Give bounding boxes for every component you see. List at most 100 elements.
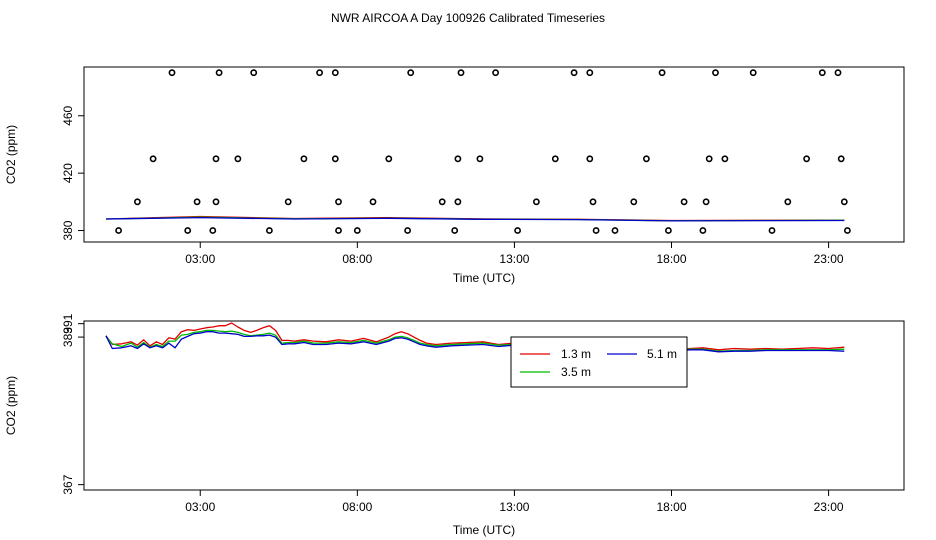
top-outlier-point bbox=[803, 155, 810, 163]
top-outlier-point bbox=[369, 198, 377, 206]
top-outlier-point bbox=[331, 69, 339, 77]
top-outlier-point bbox=[193, 198, 201, 206]
top-outlier-point bbox=[586, 155, 594, 163]
legend-box bbox=[510, 336, 688, 388]
top-y-axis: 380 420 460 bbox=[61, 105, 84, 241]
top-outlier-point bbox=[454, 155, 462, 163]
top-plot-frame bbox=[83, 66, 905, 243]
top-outlier-point bbox=[702, 198, 710, 206]
top-outlier-point bbox=[457, 69, 465, 77]
top-x-tick-label: 03:00 bbox=[185, 252, 215, 266]
top-outlier-point bbox=[492, 69, 499, 77]
bottom-y-axis-label: CO2 (ppm) bbox=[4, 376, 18, 435]
top-x-axis: 03:00 08:00 13:00 18:00 23:00 bbox=[185, 242, 844, 266]
top-outlier-point bbox=[589, 198, 597, 206]
top-outlier-point bbox=[586, 69, 594, 77]
top-outlier-point bbox=[212, 155, 220, 163]
top-outlier-point bbox=[592, 227, 600, 234]
top-outlier-point bbox=[331, 155, 339, 163]
top-outlier-point bbox=[454, 198, 462, 206]
top-outlier-point bbox=[404, 227, 411, 234]
legend-label-3-5m: 3.5 m bbox=[561, 365, 591, 379]
top-outlier-point bbox=[212, 198, 220, 206]
bottom-x-tick-label: 23:00 bbox=[814, 500, 844, 514]
bottom-x-axis-label: Time (UTC) bbox=[453, 523, 515, 537]
top-outlier-point bbox=[705, 155, 713, 163]
top-outlier-point bbox=[385, 155, 393, 163]
top-outlier-point bbox=[658, 69, 666, 77]
top-outlier-point bbox=[570, 69, 578, 77]
bottom-series-lines bbox=[105, 322, 845, 356]
bottom-x-tick-label: 08:00 bbox=[342, 500, 372, 514]
top-outlier-point bbox=[630, 198, 638, 206]
top-outlier-point bbox=[533, 198, 540, 206]
bottom-x-tick-label: 13:00 bbox=[499, 500, 529, 514]
top-outlier-point bbox=[300, 155, 308, 163]
top-outlier-point bbox=[316, 69, 323, 77]
top-outlier-point bbox=[265, 227, 273, 234]
top-outlier-points bbox=[115, 69, 851, 234]
top-outlier-point bbox=[699, 227, 707, 234]
top-outlier-point bbox=[834, 69, 842, 77]
legend-label-1-3m: 1.3 m bbox=[561, 347, 591, 361]
top-outlier-point bbox=[115, 227, 122, 234]
top-outlier-point bbox=[476, 155, 484, 163]
top-y-tick-label: 380 bbox=[61, 220, 75, 240]
top-outlier-point bbox=[149, 155, 157, 163]
top-outlier-point bbox=[643, 155, 650, 163]
bottom-y-tick-label: 367 bbox=[61, 474, 75, 494]
top-outlier-point bbox=[721, 155, 729, 163]
top-outlier-point bbox=[335, 198, 342, 206]
top-x-axis-label: Time (UTC) bbox=[453, 271, 515, 285]
top-outlier-point bbox=[250, 69, 258, 77]
top-series-lines bbox=[105, 215, 845, 222]
bottom-plot-frame bbox=[83, 320, 905, 491]
bottom-y-tick-label: 389 bbox=[61, 327, 75, 347]
bottom-series-1-3-m bbox=[105, 322, 845, 355]
legend: 1.3 m 5.1 m 3.5 m bbox=[510, 336, 688, 388]
top-outlier-point bbox=[680, 198, 688, 206]
top-y-tick-label: 460 bbox=[61, 105, 75, 125]
top-outlier-point bbox=[844, 227, 851, 234]
top-y-axis-label: CO2 (ppm) bbox=[4, 125, 18, 184]
bottom-x-axis: 03:00 08:00 13:00 18:00 23:00 bbox=[185, 490, 844, 514]
top-y-tick-label: 420 bbox=[61, 163, 75, 183]
top-outlier-point bbox=[209, 227, 217, 234]
top-x-tick-label: 13:00 bbox=[499, 252, 529, 266]
top-outlier-point bbox=[768, 227, 776, 234]
chart-title: NWR AIRCOA A Day 100926 Calibrated Times… bbox=[331, 11, 605, 25]
bottom-x-tick-label: 18:00 bbox=[656, 500, 686, 514]
top-outlier-point bbox=[353, 227, 361, 234]
top-outlier-point bbox=[840, 198, 848, 206]
top-outlier-point bbox=[234, 155, 242, 163]
top-outlier-point bbox=[712, 69, 719, 77]
top-outlier-point bbox=[168, 69, 176, 77]
top-outlier-point bbox=[784, 198, 792, 206]
top-x-tick-label: 08:00 bbox=[342, 252, 372, 266]
top-outlier-point bbox=[407, 69, 415, 77]
top-outlier-point bbox=[551, 155, 559, 163]
top-outlier-point bbox=[438, 198, 446, 206]
top-outlier-point bbox=[514, 227, 521, 234]
legend-label-5-1m: 5.1 m bbox=[647, 347, 677, 361]
top-x-tick-label: 18:00 bbox=[656, 252, 686, 266]
top-outlier-point bbox=[665, 227, 672, 234]
top-outlier-point bbox=[837, 155, 845, 163]
top-outlier-point bbox=[611, 227, 619, 234]
top-outlier-point bbox=[818, 69, 826, 77]
bottom-y-tick-label: 391 bbox=[61, 313, 75, 333]
top-series-5-1-m bbox=[105, 216, 845, 222]
top-outlier-point bbox=[451, 227, 459, 234]
top-outlier-point bbox=[184, 227, 192, 234]
bottom-x-tick-label: 03:00 bbox=[185, 500, 215, 514]
top-x-tick-label: 23:00 bbox=[814, 252, 844, 266]
top-outlier-point bbox=[749, 69, 757, 77]
top-outlier-point bbox=[284, 198, 292, 206]
top-panel: 03:00 08:00 13:00 18:00 23:00 380 420 460 Time… bbox=[4, 66, 905, 285]
top-outlier-point bbox=[133, 198, 141, 206]
top-outlier-point bbox=[215, 69, 223, 77]
top-outlier-point bbox=[335, 227, 342, 234]
